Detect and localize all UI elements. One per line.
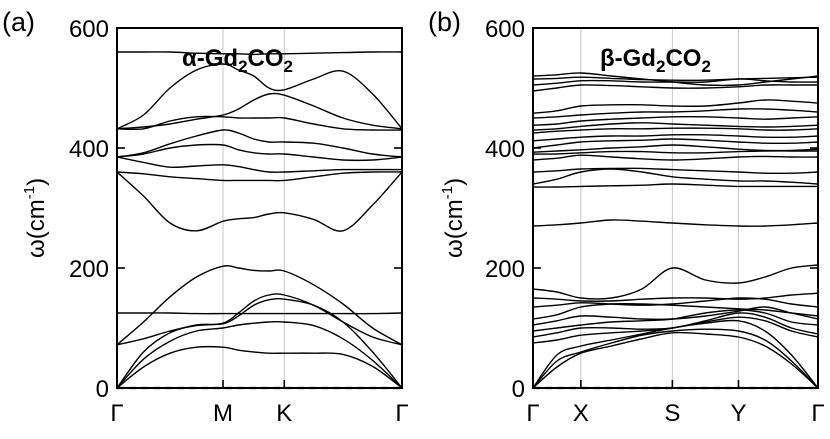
panel-a-band-3: [116, 293, 403, 346]
panel-b-band-17: [532, 144, 819, 153]
panel-b-band-0: [532, 331, 819, 389]
panel-b-yticks: 0 200 400 600: [485, 16, 818, 403]
panel-b-band-24: [532, 99, 819, 114]
panel-a-ytick-label-3: 600: [69, 16, 109, 43]
panel-b-band-21: [532, 122, 819, 131]
panel-b-kpoint-label-4: Γ: [811, 400, 824, 427]
panel-b-band-13: [532, 168, 819, 185]
panel-b-band-12: [532, 183, 818, 188]
panel-a-title: α-Gd2CO2: [182, 45, 293, 76]
panel-a-band-13: [116, 63, 403, 130]
panel-a-kpoint-label-0: Γ: [110, 400, 123, 427]
panel-a-band-12: [116, 115, 403, 131]
panel-a-band-10: [116, 129, 403, 158]
panel-b-band-9: [532, 292, 819, 302]
panel-b-band-15: [532, 154, 819, 161]
panel-b-band-23: [532, 108, 819, 119]
panel-a-ylabel: ω(cm-1): [21, 178, 50, 258]
panel-b-bands: [532, 72, 819, 389]
panel-b-ylabel: ω(cm-1): [439, 178, 468, 258]
panel-a-kpoint-lines: [222, 28, 285, 388]
panel-b-kpoint-label-0: Γ: [526, 400, 539, 427]
panel-b-ytick-label-1: 200: [485, 256, 525, 283]
panel-a-band-4: [116, 265, 403, 346]
panel-a-band-9: [116, 143, 403, 162]
panel-a-yticks: 0 200 400 600: [69, 16, 402, 403]
panel-a-frame: [116, 27, 403, 389]
panel-a-bands: [116, 51, 403, 389]
panel-a-band-14: [116, 51, 403, 56]
panel-a-ytick-label-1: 200: [69, 256, 109, 283]
panel-a: (a) 0 200 400 600 Γ M K Γ α-Gd2CO2 ω(cm-1): [2, 7, 409, 427]
panel-a-band-2: [116, 298, 403, 389]
panel-b: (b) 0 200 400 600 Γ X S Y Γ β-Gd2CO2 ω(cm-1): [428, 7, 825, 427]
panel-b-band-4: [532, 312, 819, 338]
panel-a-ytick-label-0: 0: [96, 376, 109, 403]
panel-a-kpoint-label-3: Γ: [395, 400, 408, 427]
panel-a-label: (a): [2, 7, 35, 37]
panel-a-band-6: [116, 171, 403, 232]
panel-b-band-18: [532, 138, 819, 149]
panel-a-band-11: [116, 92, 403, 130]
panel-a-kpoint-label-2: K: [276, 400, 292, 427]
panel-b-kpoint-label-1: X: [573, 400, 589, 427]
panel-b-ytick-label-2: 400: [485, 136, 525, 163]
panel-b-band-11: [532, 219, 819, 227]
panel-b-kpoint-label-3: Y: [730, 400, 746, 427]
panel-a-band-7: [116, 171, 403, 182]
panel-b-band-28: [532, 72, 819, 87]
panel-b-band-7: [532, 303, 819, 320]
panel-b-band-19: [532, 133, 819, 142]
panel-b-label: (b): [428, 7, 461, 37]
panel-a-ytick-label-2: 400: [69, 136, 109, 163]
panel-b-ytick-label-0: 0: [512, 376, 525, 403]
panel-b-kpoint-label-2: S: [664, 400, 680, 427]
panel-b-band-22: [532, 115, 819, 126]
panel-b-ytick-label-3: 600: [485, 16, 525, 43]
panel-a-kpoint-label-1: M: [213, 400, 233, 427]
panel-b-band-25: [532, 84, 818, 92]
panel-b-band-27: [532, 76, 819, 82]
panel-b-title: β-Gd2CO2: [600, 45, 711, 76]
panel-b-band-20: [532, 127, 819, 134]
panel-a-band-1: [116, 320, 403, 389]
panel-b-band-1: [532, 328, 819, 389]
panel-a-band-8: [116, 156, 402, 173]
panel-b-band-6: [532, 306, 819, 326]
panel-a-band-5: [117, 312, 403, 315]
panel-a-band-0: [116, 345, 403, 389]
panel-b-band-10: [532, 264, 819, 300]
panel-b-band-16: [532, 150, 818, 155]
panel-b-band-8: [532, 297, 819, 308]
panel-b-frame: [532, 27, 819, 389]
panel-b-band-14: [532, 167, 819, 175]
